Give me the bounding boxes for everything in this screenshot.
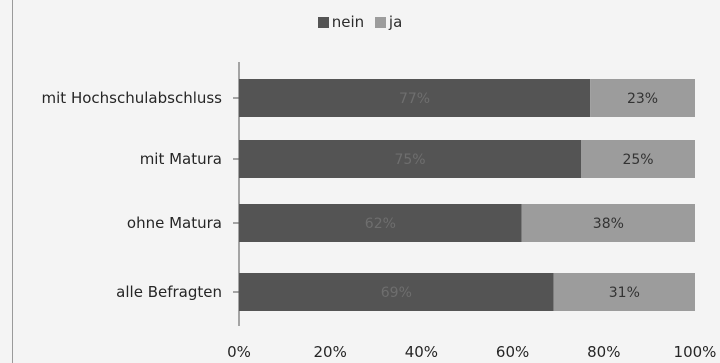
bar-nein — [239, 79, 591, 117]
legend-label-ja: ja — [388, 13, 403, 31]
bar-ja — [590, 79, 695, 117]
data-label: 62% — [365, 216, 396, 232]
legend: nein ja — [0, 13, 720, 32]
data-label: 31% — [609, 285, 640, 301]
bar-nein — [239, 204, 522, 242]
category-label: mit Hochschulabschluss — [42, 89, 223, 107]
x-tick-label: 100% — [674, 343, 717, 361]
category-label: alle Befragten — [116, 283, 222, 301]
bar-ja — [553, 273, 695, 311]
category-label: mit Matura — [140, 150, 222, 168]
data-label: 69% — [381, 285, 412, 301]
bar-nein — [239, 140, 581, 178]
legend-label-nein: nein — [331, 13, 365, 31]
data-label: 75% — [394, 152, 425, 168]
legend-item-nein: nein — [317, 13, 365, 31]
x-tick-label: 80% — [587, 343, 620, 361]
x-tick-label: 60% — [496, 343, 529, 361]
bar-ja — [581, 140, 695, 178]
left-border-line — [12, 0, 13, 363]
data-label: 77% — [399, 91, 430, 107]
x-tick-label: 0% — [227, 343, 251, 361]
data-label: 38% — [593, 216, 624, 232]
bar-ja — [521, 204, 695, 242]
legend-item-ja: ja — [374, 13, 403, 31]
bar-nein — [239, 273, 554, 311]
x-tick-label: 20% — [314, 343, 347, 361]
data-label: 23% — [627, 91, 658, 107]
legend-swatch-ja — [374, 16, 386, 28]
x-tick-label: 40% — [405, 343, 438, 361]
data-label: 25% — [622, 152, 653, 168]
legend-swatch-nein — [317, 16, 329, 28]
category-label: ohne Matura — [127, 214, 222, 232]
